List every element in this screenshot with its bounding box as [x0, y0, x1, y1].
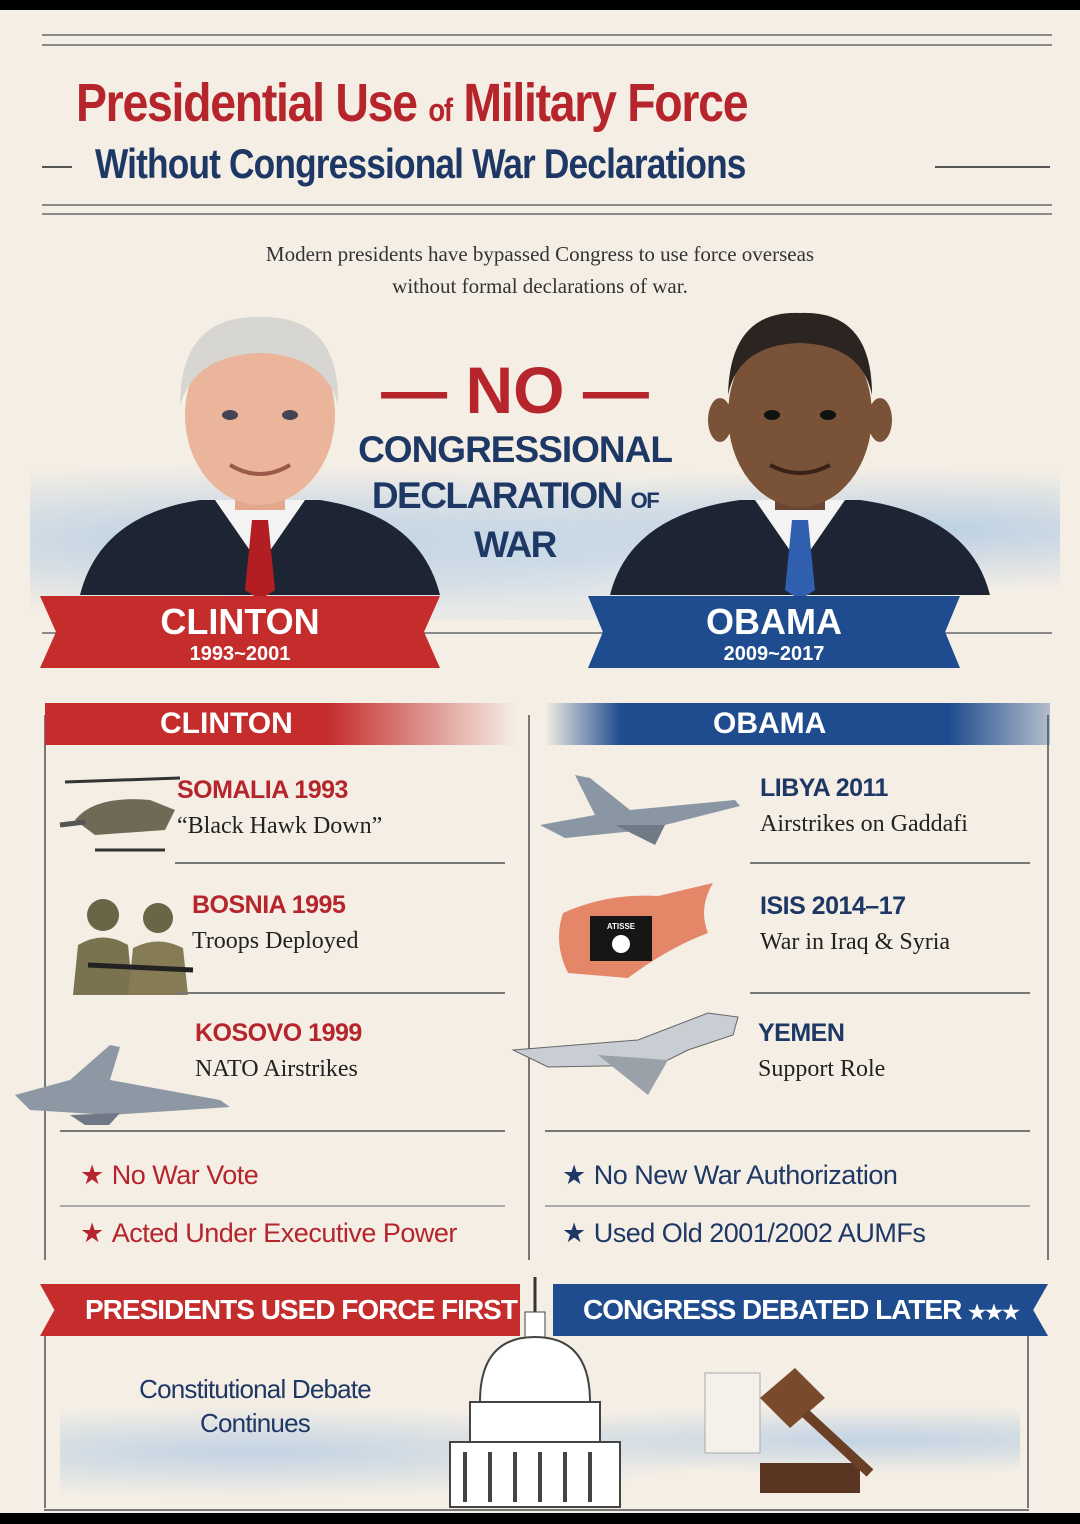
- list-item: SOMALIA 1993 “Black Hawk Down”: [177, 776, 383, 839]
- helicopter-icon: [59, 776, 181, 852]
- list-item: LIBYA 2011 Airstrikes on Gaddafi: [760, 774, 968, 837]
- debate-note: Constitutional Debate Continues: [139, 1374, 372, 1438]
- left-banner: PRESIDENTS USED FORCE FIRST: [40, 1284, 520, 1336]
- star-icon: ★: [80, 1160, 104, 1190]
- bottom-bar: [0, 1513, 1080, 1524]
- map-flag-icon: ATISSE: [559, 883, 713, 978]
- divider: [42, 166, 72, 168]
- obama-ribbon: OBAMA 2009~2017: [588, 596, 960, 668]
- declaration-label: DECLARATION OF WAR: [371, 475, 660, 565]
- frame-left: [44, 1336, 46, 1508]
- divider: [935, 166, 1050, 168]
- star-icon: ★: [562, 1160, 586, 1190]
- description: Modern presidents have bypassed Congress…: [265, 242, 815, 298]
- obama-section-header: OBAMA: [545, 703, 1050, 745]
- page-subtitle: Without Congressional War Declarations: [95, 140, 746, 187]
- star-icon: ★: [80, 1218, 104, 1248]
- obama-portrait: [610, 312, 990, 600]
- divider: [42, 632, 1052, 634]
- star-icon: ★: [562, 1218, 586, 1248]
- bullet-item: ★ Acted Under Executive Power: [80, 1218, 457, 1248]
- divider: [42, 213, 1052, 215]
- top-bar: [0, 0, 1080, 10]
- divider: [750, 992, 1030, 994]
- bullet-item: ★ No War Vote: [80, 1160, 259, 1190]
- page-title: Presidential Use of Military Force: [76, 73, 749, 133]
- fighter-jet-icon: [540, 775, 740, 845]
- list-item: BOSNIA 1995 Troops Deployed: [192, 891, 359, 954]
- divider: [42, 204, 1052, 206]
- no-label: — NO —: [381, 353, 649, 427]
- bullet-item: ★ Used Old 2001/2002 AUMFs: [562, 1218, 926, 1248]
- clinton-ribbon: CLINTON 1993~2001: [40, 596, 440, 668]
- congressional-label: CONGRESSIONAL: [358, 429, 673, 470]
- divider: [42, 34, 1052, 36]
- list-item: KOSOVO 1999 NATO Airstrikes: [195, 1019, 362, 1082]
- soldiers-icon: [73, 899, 194, 995]
- flag-text: ATISSE: [607, 922, 636, 931]
- fighter-jet-icon: [15, 1045, 230, 1125]
- frame-right: [1047, 715, 1049, 1260]
- divider: [175, 862, 505, 864]
- bullet-item: ★ No New War Authorization: [562, 1160, 898, 1190]
- frame-left: [44, 715, 46, 1260]
- stars-icon: ★★★: [968, 1302, 1020, 1324]
- capitol-icon: [449, 1277, 621, 1508]
- right-banner: CONGRESS DEBATED LATER ★★★: [553, 1284, 1048, 1336]
- clinton-portrait: [80, 316, 440, 600]
- gavel-icon: [704, 1368, 874, 1493]
- divider: [42, 44, 1052, 46]
- divider: [545, 1130, 1030, 1132]
- divider: [44, 1509, 1029, 1511]
- list-item: ISIS 2014–17 War in Iraq & Syria: [760, 892, 951, 955]
- column-divider: [528, 715, 530, 1260]
- divider: [175, 992, 505, 994]
- list-item: YEMEN Support Role: [758, 1019, 886, 1082]
- drone-icon: [511, 1012, 739, 1095]
- clinton-section-header: CLINTON: [45, 703, 515, 745]
- divider: [60, 1205, 505, 1207]
- divider: [545, 1205, 1030, 1207]
- divider: [60, 1130, 505, 1132]
- divider: [750, 862, 1030, 864]
- frame-right: [1027, 1336, 1029, 1508]
